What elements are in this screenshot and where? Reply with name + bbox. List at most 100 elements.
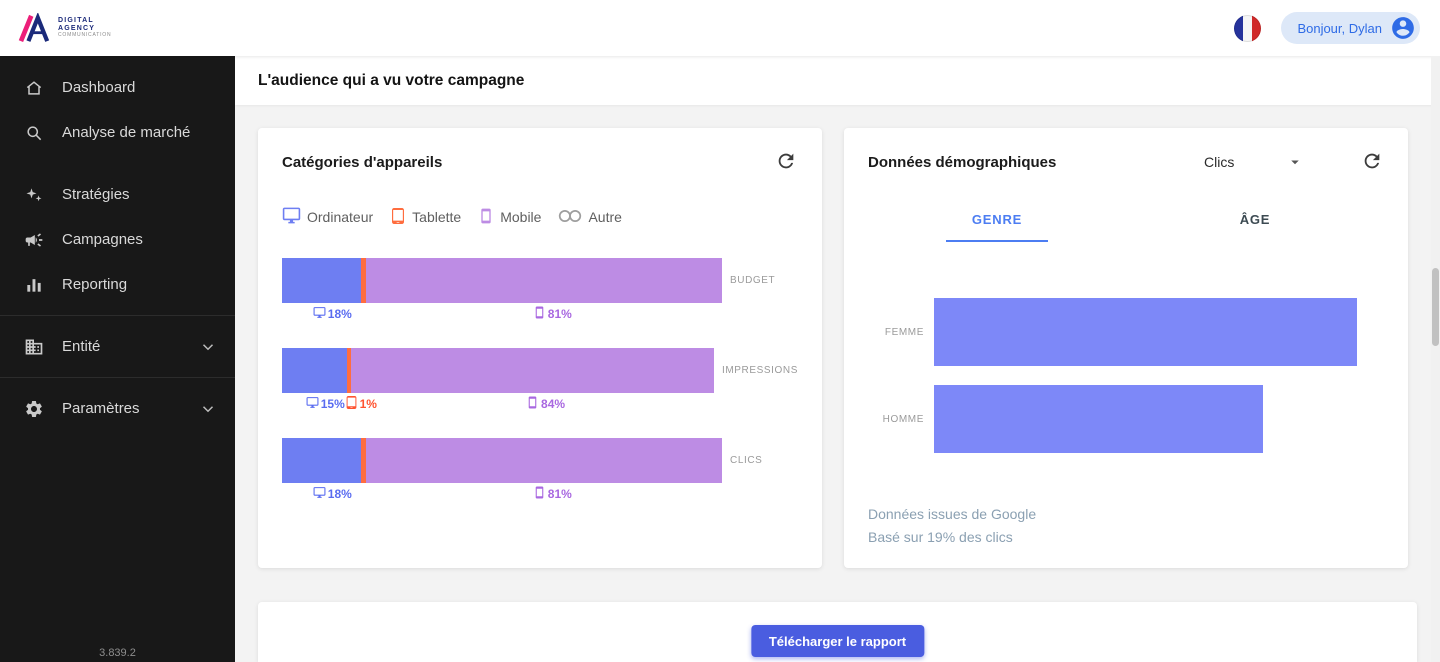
gender-chart-row: FEMME <box>868 298 1384 366</box>
top-bar-actions: Bonjour, Dylan <box>1234 12 1420 44</box>
refresh-icon <box>778 153 794 169</box>
scrollbar-thumb[interactable] <box>1432 268 1439 346</box>
mobile-icon <box>533 306 546 322</box>
logo-line1: DIGITAL <box>58 17 94 25</box>
gender-bar[interactable] <box>934 385 1263 453</box>
sidebar-item-entite[interactable]: Entité <box>0 324 235 369</box>
tab-age-label: ÂGE <box>1239 212 1271 227</box>
gender-bar-track <box>934 298 1384 366</box>
page-scrollbar[interactable] <box>1431 56 1440 662</box>
bar-value-label: 1% <box>345 396 377 412</box>
gender-chart-row: HOMME <box>868 385 1384 453</box>
logo-text: DIGITAL AGENCY COMMUNICATION <box>58 17 111 39</box>
sidebar-item-reporting[interactable]: Reporting <box>0 262 235 307</box>
bar-segment-mobile[interactable] <box>365 258 722 303</box>
page-title: L'audience qui a vu votre campagne <box>258 71 525 89</box>
data-source-line: Données issues de Google <box>868 506 1037 522</box>
device-chart-row: 18% 81% CLICS <box>282 438 798 503</box>
app-version: 3.839.2 <box>99 647 136 659</box>
gear-icon <box>26 400 42 417</box>
bar-segment-ordinateur[interactable] <box>282 258 362 303</box>
sidebar-item-label: Analyse de marché <box>62 124 191 141</box>
page-header: L'audience qui a vu votre campagne <box>235 56 1440 105</box>
desktop-icon <box>282 206 301 228</box>
bar-segment-mobile[interactable] <box>351 348 714 393</box>
demographics-card-header: Données démographiques Clics <box>868 150 1384 174</box>
bar-chart-icon <box>27 278 41 292</box>
circles-icon <box>558 208 582 227</box>
tab-age[interactable]: ÂGE <box>1126 212 1384 242</box>
bar-value-label: 81% <box>533 486 572 502</box>
bar-category-label: CLICS <box>730 455 763 466</box>
device-card-title: Catégories d'appareils <box>282 153 443 171</box>
sidebar-item-dashboard[interactable]: Dashboard <box>0 65 235 110</box>
bar-value-label: 81% <box>533 306 572 322</box>
bar-segment-tablette[interactable] <box>361 258 366 303</box>
tab-genre-label: GENRE <box>945 212 1049 242</box>
bar-segment-ordinateur[interactable] <box>282 348 347 393</box>
tab-genre[interactable]: GENRE <box>868 212 1126 242</box>
logo-line2: AGENCY <box>58 25 96 33</box>
device-legend: Ordinateur Tablette Mobile Autre <box>282 206 798 228</box>
desktop-icon <box>313 486 326 502</box>
device-stacked-bar[interactable] <box>282 348 714 393</box>
mobile-icon <box>533 486 546 502</box>
bar-segment-tablette[interactable] <box>361 438 366 483</box>
bar-value-label: 18% <box>313 486 352 502</box>
gender-chart: FEMME HOMME <box>868 298 1384 453</box>
sidebar-item-analyse-de-marche[interactable]: Analyse de marché <box>0 110 235 155</box>
mobile-icon <box>526 396 539 412</box>
metric-dropdown-value: Clics <box>1204 154 1235 170</box>
building-icon <box>25 339 43 354</box>
user-menu-button[interactable]: Bonjour, Dylan <box>1281 12 1420 44</box>
device-card-header: Catégories d'appareils <box>282 150 798 174</box>
bar-segment-mobile[interactable] <box>365 438 722 483</box>
sidebar-item-label: Reporting <box>62 276 128 293</box>
legend-label: Ordinateur <box>307 209 374 225</box>
sidebar-item-parametres[interactable]: Paramètres <box>0 386 235 431</box>
bar-category-label: BUDGET <box>730 275 776 286</box>
bar-value-text: 1% <box>359 397 377 411</box>
demographics-card: Données démographiques Clics GENRE ÂGE F… <box>844 128 1408 568</box>
sidebar-item-strategies[interactable]: Stratégies <box>0 172 235 217</box>
gender-bar[interactable] <box>934 298 1357 366</box>
bar-value-text: 15% <box>320 397 345 411</box>
sidebar-item-label: Entité <box>62 338 101 355</box>
top-bar: DIGITAL AGENCY COMMUNICATION Bonjour, Dy… <box>0 0 1440 56</box>
app-logo[interactable]: DIGITAL AGENCY COMMUNICATION <box>18 13 111 43</box>
bar-segment-tablette[interactable] <box>346 348 352 393</box>
refresh-button[interactable] <box>774 150 798 174</box>
demographics-tabs: GENRE ÂGE <box>868 212 1384 242</box>
tablet-icon <box>390 207 406 227</box>
device-stacked-bar[interactable] <box>282 258 722 303</box>
data-source-line: Basé sur 19% des clics <box>868 529 1013 545</box>
bar-value-text: 84% <box>541 397 566 411</box>
legend-item-mobile[interactable]: Mobile <box>478 208 541 227</box>
legend-item-ordinateur[interactable]: Ordinateur <box>282 206 373 228</box>
legend-item-autre[interactable]: Autre <box>558 208 622 227</box>
home-icon <box>26 80 42 95</box>
french-flag-icon[interactable] <box>1234 14 1262 42</box>
device-bar-track: 18% 81% <box>282 258 722 323</box>
sidebar-item-label: Campagnes <box>62 231 143 248</box>
chevron-down-icon <box>202 343 214 350</box>
gender-category-label: FEMME <box>884 326 924 338</box>
chevron-down-icon <box>1291 160 1299 165</box>
sidebar-item-campagnes[interactable]: Campagnes <box>0 217 235 262</box>
device-categories-card: Catégories d'appareils Ordinateur Tablett… <box>258 128 822 568</box>
download-report-button[interactable]: Télécharger le rapport <box>750 625 925 657</box>
greeting-label: Bonjour, Dylan <box>1297 20 1382 36</box>
refresh-icon <box>1364 153 1380 169</box>
bar-value-label: 15% <box>306 396 345 412</box>
metric-dropdown[interactable]: Clics <box>1204 153 1304 171</box>
bar-value-text: 18% <box>327 487 352 501</box>
device-stacked-bar[interactable] <box>282 438 722 483</box>
refresh-button[interactable] <box>1360 150 1384 174</box>
tablet-icon <box>345 396 358 412</box>
desktop-icon <box>306 396 319 412</box>
device-chart-row: 15% 1% 84% IMPRESSIONS <box>282 348 798 413</box>
bar-value-labels: 15% 1% 84% <box>282 393 714 413</box>
legend-item-tablette[interactable]: Tablette <box>390 207 461 227</box>
bar-segment-ordinateur[interactable] <box>282 438 362 483</box>
bar-value-text: 81% <box>547 307 572 321</box>
